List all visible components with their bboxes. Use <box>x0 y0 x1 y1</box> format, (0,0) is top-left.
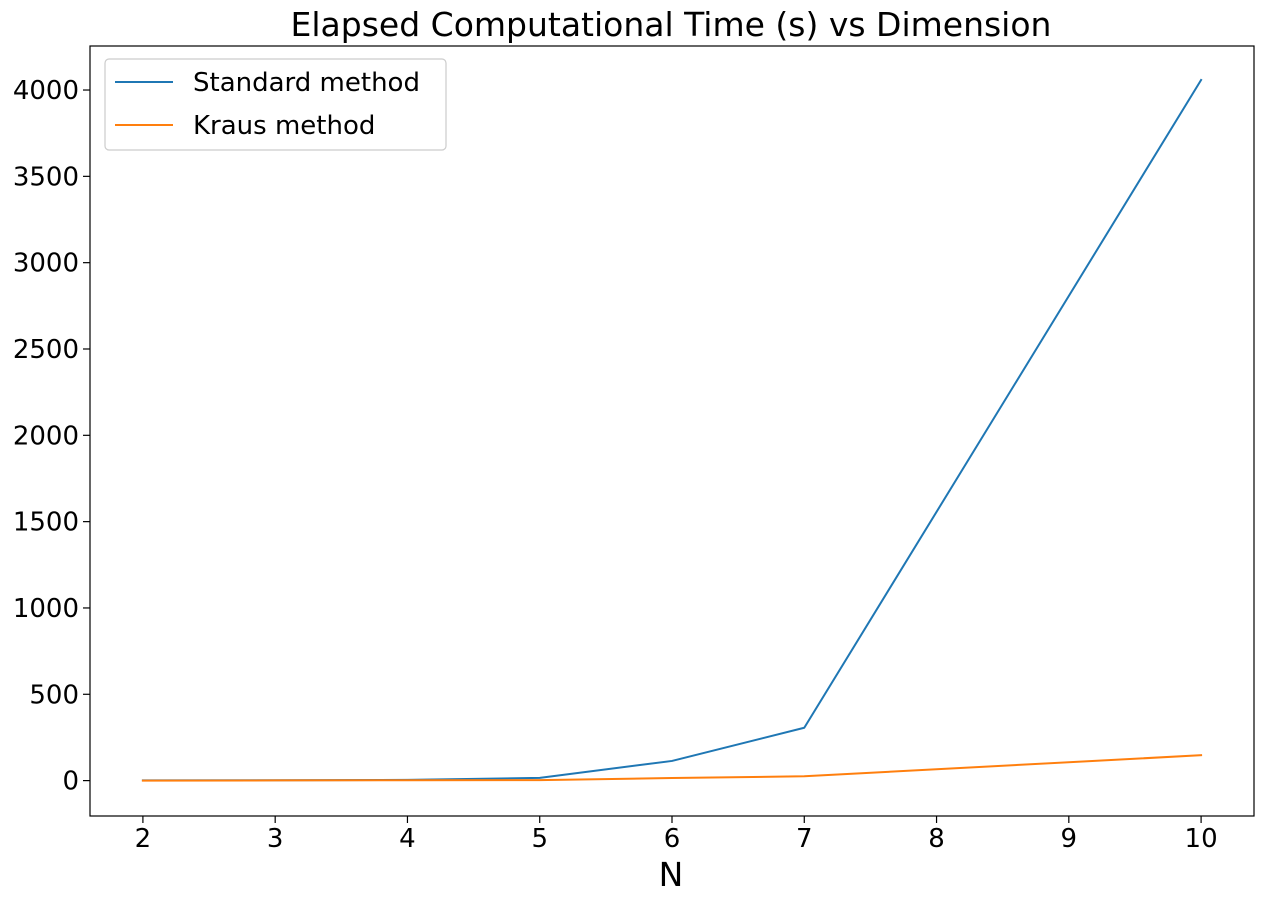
y-tick-label: 3000 <box>13 249 79 279</box>
y-tick-label: 1500 <box>13 508 79 538</box>
legend-label: Kraus method <box>193 111 375 141</box>
plot-frame <box>89 45 1255 817</box>
x-tick-label: 10 <box>1185 824 1218 854</box>
x-tick-label: 6 <box>664 824 681 854</box>
y-tick-label: 0 <box>62 767 79 797</box>
legend-box <box>104 58 447 151</box>
series-layer <box>141 78 1203 782</box>
x-axis: 2 3 4 5 6 7 8 9 10 <box>135 816 1218 854</box>
x-tick-label: 4 <box>399 824 416 854</box>
y-axis: 0 500 1000 1500 2000 2500 3000 3500 4000 <box>13 76 90 797</box>
x-tick-label: 9 <box>1061 824 1078 854</box>
y-tick-label: 500 <box>29 680 79 710</box>
y-tick-label: 3500 <box>13 162 79 192</box>
x-tick-label: 5 <box>531 824 548 854</box>
y-tick-label: 2500 <box>13 335 79 365</box>
chart-title: Elapsed Computational Time (s) vs Dimens… <box>291 5 1052 44</box>
x-tick-label: 2 <box>135 824 152 854</box>
x-tick-label: 3 <box>267 824 284 854</box>
legend: Standard method Kraus method <box>104 58 447 151</box>
legend-label: Standard method <box>193 68 420 98</box>
x-tick-label: 8 <box>928 824 945 854</box>
series-line-kraus-method <box>141 754 1203 782</box>
y-tick-label: 4000 <box>13 76 79 106</box>
y-tick-label: 1000 <box>13 594 79 624</box>
y-tick-label: 2000 <box>13 421 79 451</box>
x-axis-label: N <box>659 855 684 894</box>
x-tick-label: 7 <box>796 824 813 854</box>
